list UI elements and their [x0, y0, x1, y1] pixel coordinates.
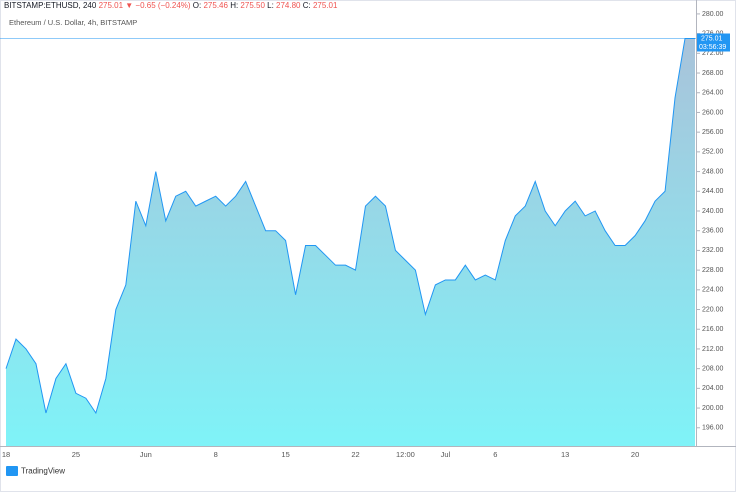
- y-tick-label: 236.00: [702, 228, 724, 235]
- header: BITSTAMP:ETHUSD, 240 275.01 ▼ −0.65 (−0.…: [4, 1, 338, 10]
- brand-logo: [6, 466, 18, 476]
- y-tick-label: 272.00: [702, 50, 724, 57]
- y-tick-label: 200.00: [702, 405, 724, 412]
- x-tick-label: 8: [214, 450, 218, 459]
- y-tick-label: 216.00: [702, 326, 724, 333]
- y-tick-label: 232.00: [702, 247, 724, 254]
- ohlc-key: O:: [193, 1, 201, 10]
- y-tick-label: 260.00: [702, 109, 724, 116]
- symbol: BITSTAMP:ETHUSD, 240: [4, 1, 97, 10]
- y-tick-label: 196.00: [702, 425, 724, 432]
- y-tick-label: 208.00: [702, 365, 724, 372]
- x-tick-label: Jul: [441, 450, 451, 459]
- x-tick-label: 6: [493, 450, 497, 459]
- countdown: 03:56:39: [699, 44, 726, 51]
- y-tick-label: 228.00: [702, 267, 724, 274]
- x-tick-label: 25: [72, 450, 80, 459]
- x-tick-label: 12:00: [396, 450, 415, 459]
- ohlc-value: 275.46: [203, 1, 228, 10]
- ohlc-key: C:: [303, 1, 311, 10]
- price-label-bg: [697, 33, 730, 52]
- line: [5, 38, 695, 415]
- price-label: 275.01: [701, 35, 723, 42]
- ohlc-key: L:: [267, 1, 274, 10]
- y-tick-label: 204.00: [702, 385, 724, 392]
- x-tick-label: 20: [631, 450, 639, 459]
- x-tick-label: Jun: [140, 450, 152, 459]
- x-tick-label: 15: [281, 450, 289, 459]
- ohlc-value: 275.50: [240, 1, 265, 10]
- x-tick-label: 18: [2, 450, 10, 459]
- x-tick-label: 13: [561, 450, 569, 459]
- ohlc-key: H:: [230, 1, 238, 10]
- last-price: 275.01: [99, 1, 124, 10]
- y-tick-label: 280.00: [702, 11, 724, 18]
- y-tick-label: 256.00: [702, 129, 724, 136]
- y-tick-label: 224.00: [702, 287, 724, 294]
- y-tick-label: 240.00: [702, 208, 724, 215]
- y-tick-label: 220.00: [702, 306, 724, 313]
- area: [6, 38, 695, 446]
- y-tick-label: 268.00: [702, 70, 724, 77]
- y-tick-label: 264.00: [702, 90, 724, 97]
- y-tick-label: 212.00: [702, 346, 724, 353]
- change: ▼ −0.65 (−0.24%): [125, 1, 191, 10]
- x-tick-label: 22: [351, 450, 359, 459]
- brand: TradingView: [21, 467, 65, 476]
- ohlc-value: 275.01: [313, 1, 338, 10]
- y-tick-label: 252.00: [702, 149, 724, 156]
- y-tick-label: 248.00: [702, 168, 724, 175]
- legend-title: Ethereum / U.S. Dollar, 4h, BITSTAMP: [9, 18, 137, 27]
- y-tick-label: 244.00: [702, 188, 724, 195]
- ohlc-value: 274.80: [276, 1, 301, 10]
